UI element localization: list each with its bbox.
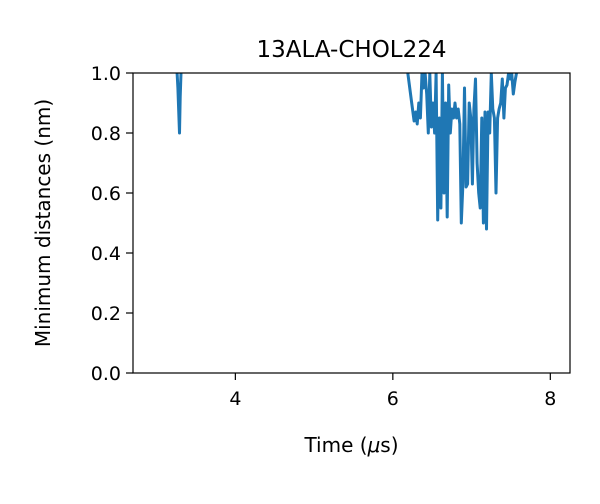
plot-frame bbox=[132, 72, 571, 374]
y-axis-label: Minimum distances (nm) bbox=[31, 99, 55, 347]
series-line bbox=[175, 73, 183, 135]
x-tick-label: 4 bbox=[229, 388, 241, 410]
chart-title: 13ALA-CHOL224 bbox=[256, 37, 446, 63]
x-axis-label: Time (μs) bbox=[303, 433, 398, 457]
series-layer bbox=[175, 73, 518, 231]
y-tick-label: 0.6 bbox=[91, 183, 121, 205]
x-tick-label: 6 bbox=[387, 388, 399, 410]
x-axis-label-prefix: Time ( bbox=[303, 433, 367, 457]
x-axis-label-suffix: s) bbox=[380, 433, 398, 457]
y-tick-label: 0.8 bbox=[91, 123, 121, 145]
x-axis: 4 6 8 bbox=[229, 373, 556, 410]
y-tick-label: 1.0 bbox=[91, 63, 121, 85]
y-tick-label: 0.4 bbox=[91, 243, 121, 265]
x-axis-label-mu: μ bbox=[367, 433, 381, 457]
x-tick-label: 8 bbox=[544, 388, 556, 410]
series-line bbox=[406, 73, 518, 231]
y-tick-label: 0.0 bbox=[91, 363, 121, 385]
y-axis: 0.0 0.2 0.4 0.6 0.8 1.0 bbox=[91, 63, 133, 385]
y-tick-label: 0.2 bbox=[91, 303, 121, 325]
